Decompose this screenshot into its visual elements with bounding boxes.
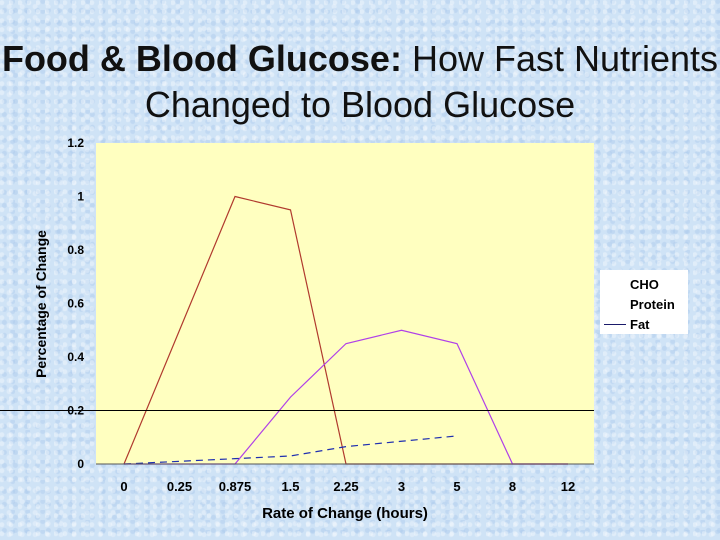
y-tick-label: 1.2	[67, 136, 84, 150]
title-bold: Food & Blood Glucose:	[1, 38, 402, 79]
x-tick-label: 3	[398, 479, 405, 494]
legend-item-protein: Protein	[600, 294, 688, 314]
x-axis-label: Rate of Change (hours)	[262, 505, 428, 522]
x-tick-labels: 0 0.25 0.875 1.5 2.25 3 5 8 12	[120, 479, 575, 494]
y-tick-label: 1	[77, 190, 84, 204]
legend-swatch-protein	[604, 304, 626, 305]
plot-area	[96, 143, 594, 464]
x-tick-label: 5	[453, 479, 460, 494]
y-tick-label: 0.4	[67, 350, 84, 364]
y-tick-labels: 00.20.40.60.811.2	[67, 136, 84, 471]
x-tick-label: 0.875	[219, 479, 252, 494]
y-tick-label: 0	[77, 457, 84, 471]
title-rest: How Fast Nutrients Changed to Blood Gluc…	[144, 38, 719, 125]
y-axis-label: Percentage of Change	[33, 230, 49, 378]
legend-label-fat: Fat	[630, 316, 650, 332]
chart-title: Food & Blood Glucose: How Fast Nutrients…	[0, 36, 720, 128]
legend-label-cho: CHO	[630, 276, 659, 292]
x-tick-label: 0	[120, 479, 127, 494]
legend-item-fat: Fat	[600, 314, 688, 334]
legend-swatch-fat	[604, 323, 626, 325]
series-line-fat	[123, 435, 458, 465]
x-tick-label: 2.25	[333, 479, 358, 494]
y-tick-label: 0.8	[67, 243, 84, 257]
x-tick-label: 0.25	[167, 479, 192, 494]
legend-label-protein: Protein	[630, 296, 675, 312]
x-tick-label: 1.5	[281, 479, 299, 494]
legend-item-cho: CHO	[600, 274, 688, 294]
legend-swatch-cho	[604, 284, 626, 285]
x-tick-label: 12	[561, 479, 575, 494]
y-tick-label: 0.6	[67, 297, 84, 311]
x-tick-label: 8	[509, 479, 516, 494]
legend: CHO Protein Fat	[600, 270, 688, 334]
